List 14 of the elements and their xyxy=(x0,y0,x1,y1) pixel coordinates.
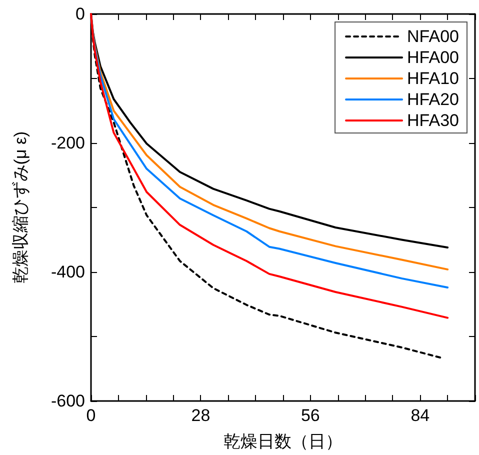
legend-label: HFA10 xyxy=(407,69,460,88)
legend-label: NFA00 xyxy=(407,27,460,46)
y-tick-label: -200 xyxy=(50,134,85,152)
legend-label: HFA20 xyxy=(407,90,460,109)
legend-label: HFA30 xyxy=(407,111,460,130)
y-tick-label: -600 xyxy=(50,392,85,410)
x-tick-label: 56 xyxy=(300,406,320,425)
y-tick-label: 0 xyxy=(76,4,85,24)
y-axis-title: 乾燥収縮ひずみ(μ ε) xyxy=(11,131,30,284)
legend-label: HFA00 xyxy=(407,48,460,67)
x-axis-title: 乾燥日数（日） xyxy=(224,432,342,451)
x-tick-label: 84 xyxy=(410,406,430,425)
x-tick-label: 28 xyxy=(191,406,210,425)
y-tick-label: -400 xyxy=(50,262,85,282)
